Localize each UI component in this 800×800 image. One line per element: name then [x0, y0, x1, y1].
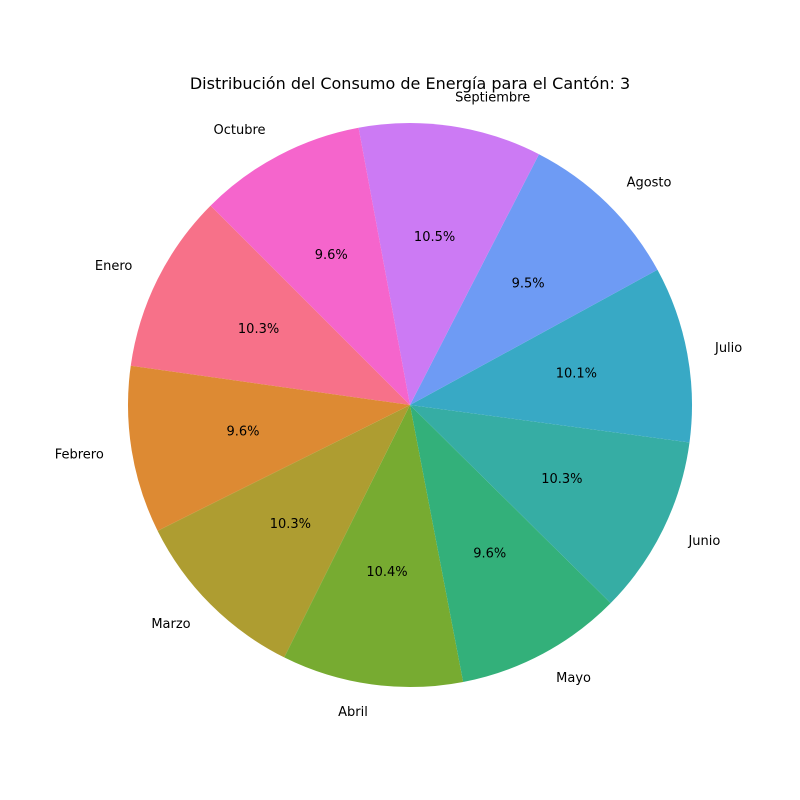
pie-slice-febrero — [128, 365, 411, 531]
pie-category-label: Agosto — [627, 175, 672, 190]
pie-percent-label: 9.6% — [226, 425, 259, 440]
pie-slice-junio — [410, 405, 690, 604]
pie-percent-label: 10.5% — [414, 230, 455, 245]
pie-category-label: Octubre — [214, 123, 266, 138]
pie-labels: 10.3% Enero 9.6% Febrero 10.3% Marzo 10.4% Abri… — [55, 91, 743, 720]
pie-slice-julio — [410, 269, 692, 443]
pie-category-label: Marzo — [151, 617, 190, 632]
chart-title: Distribución del Consumo de Energía para… — [190, 74, 630, 93]
pie-slice-agosto — [410, 154, 658, 405]
pie-percent-label: 9.6% — [473, 547, 506, 562]
pie-slice-abril — [284, 405, 464, 687]
pie-category-label: Enero — [95, 259, 133, 274]
pie-slice-octubre — [210, 127, 410, 406]
pie-slice-mayo — [410, 405, 611, 682]
pie-percent-label: 10.3% — [541, 472, 582, 487]
pie-percent-label: 9.6% — [315, 248, 348, 263]
pie-category-label: Febrero — [55, 447, 104, 462]
pie-slice-enero — [130, 205, 411, 405]
pie-category-label: Abril — [338, 705, 368, 720]
pie-percent-label: 10.1% — [556, 367, 597, 382]
pie-category-label: Junio — [687, 534, 720, 549]
pie-slice-marzo — [157, 405, 410, 658]
pie-percent-label: 10.4% — [366, 565, 407, 580]
pie-percent-label: 10.3% — [238, 322, 279, 337]
pie-percent-label: 10.3% — [270, 517, 311, 532]
pie-category-label: Mayo — [556, 671, 591, 686]
pie-slice-septiembre — [358, 122, 539, 405]
pie-category-label: Julio — [714, 341, 742, 356]
pie-category-label: Septiembre — [455, 91, 530, 106]
pie-percent-label: 9.5% — [512, 276, 545, 291]
pie-slices — [128, 122, 692, 687]
